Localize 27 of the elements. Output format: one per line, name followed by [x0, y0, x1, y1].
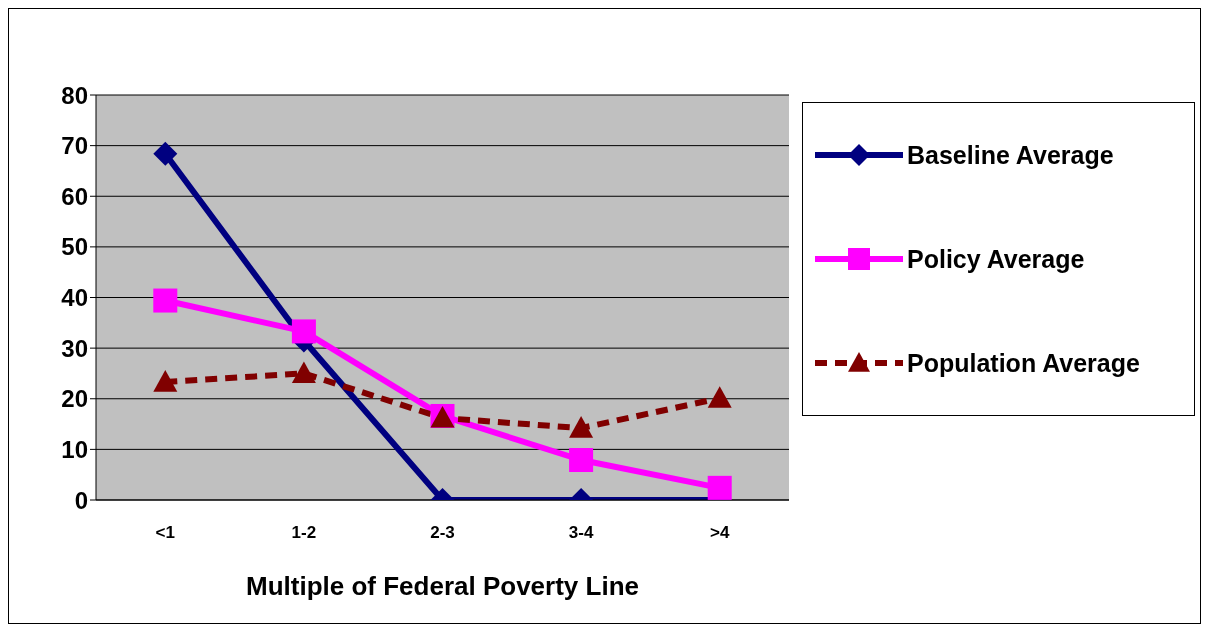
y-tick-label: 10 [61, 435, 88, 463]
point [707, 386, 732, 408]
legend-label: Policy Average [907, 244, 1085, 274]
point [569, 448, 594, 473]
legend-label: Baseline Average [907, 140, 1114, 170]
y-tick-label: 40 [61, 284, 88, 312]
point [291, 361, 316, 384]
y-tick-label: 50 [61, 233, 88, 261]
point [153, 141, 178, 166]
point [707, 475, 732, 500]
y-tick-label: 60 [61, 182, 88, 210]
point [153, 288, 178, 313]
point [291, 319, 316, 344]
y-tick-label: 30 [61, 334, 88, 362]
legend-label: Population Average [907, 348, 1140, 378]
y-tick-label: 80 [61, 81, 88, 109]
x-tick-label: 2-3 [430, 523, 455, 543]
x-tick-label: 1-2 [291, 523, 317, 543]
point [569, 416, 594, 438]
x-tick-label: <1 [155, 523, 175, 543]
y-tick-label: 70 [61, 132, 88, 160]
x-axis-title: Multiple of Federal Poverty Line [246, 571, 639, 601]
x-tick-label: >4 [710, 523, 730, 543]
y-tick-label: 20 [61, 385, 88, 413]
point [153, 370, 178, 392]
x-tick-label: 3-4 [568, 523, 594, 543]
y-tick-label: 0 [74, 486, 88, 514]
